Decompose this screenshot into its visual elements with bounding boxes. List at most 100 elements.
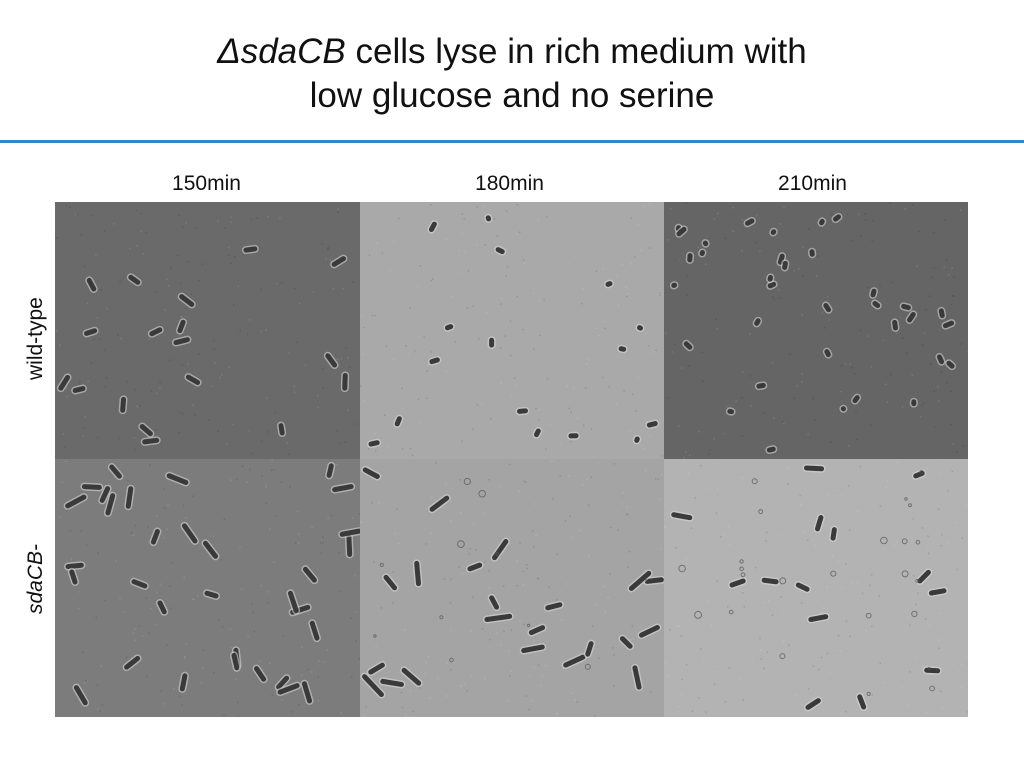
- cell-debris: [919, 469, 924, 475]
- bacterial-cell: [177, 292, 196, 309]
- bacterial-cell: [286, 589, 301, 615]
- bacterial-cell: [338, 527, 360, 539]
- bacterial-cell: [378, 677, 406, 689]
- title-line-2: low glucose and no serine: [309, 76, 715, 115]
- cell-debris: [915, 578, 920, 583]
- bacterial-cell: [155, 599, 169, 616]
- bacterial-cell: [754, 381, 768, 391]
- bacterial-cell: [400, 666, 423, 688]
- cell-debris: [739, 566, 744, 572]
- bacterial-cell: [727, 577, 748, 589]
- bacterial-cell: [682, 339, 694, 352]
- micrograph-image: [55, 459, 360, 717]
- bacterial-cell: [839, 404, 848, 413]
- bacterial-cell: [807, 247, 817, 259]
- row-label-sdacb: sdaCB-: [24, 543, 47, 614]
- cell-debris: [904, 497, 908, 501]
- bacterial-cell: [428, 494, 451, 514]
- bacterial-cell: [583, 639, 596, 659]
- cell-debris: [866, 691, 871, 696]
- bacterial-cell: [85, 276, 98, 293]
- bacterial-cell: [760, 576, 781, 586]
- bacterial-cell: [566, 431, 581, 440]
- bacterial-cell: [627, 569, 653, 593]
- cell-debris: [779, 653, 786, 660]
- bacterial-cell: [484, 213, 493, 223]
- cell-debris: [694, 610, 703, 619]
- cell-debris: [740, 572, 746, 578]
- bacterial-cell: [323, 351, 339, 369]
- bacterial-cell: [80, 482, 104, 492]
- bacterial-cell: [515, 406, 530, 416]
- bacterial-cell: [201, 539, 220, 561]
- bacterial-cell: [527, 623, 547, 637]
- bacterial-cell: [937, 306, 947, 320]
- bacterial-cell: [443, 322, 455, 332]
- bacterial-cell: [766, 273, 775, 284]
- bacterial-cell: [64, 561, 86, 571]
- title-italic-gene: ΔsdaCB: [217, 32, 346, 71]
- bacterial-cell: [804, 696, 823, 712]
- cell-debris: [379, 562, 384, 568]
- bacterial-cell: [277, 421, 287, 438]
- bacterial-cell: [869, 287, 878, 299]
- column-label-150min: 150min: [172, 172, 241, 195]
- title-divider: [0, 140, 1024, 143]
- bacterial-cell: [171, 335, 192, 347]
- cell-debris: [865, 612, 872, 619]
- micrograph-image: [360, 459, 664, 717]
- bacterial-cell: [915, 568, 933, 586]
- bacterial-cell: [98, 484, 112, 505]
- cell-debris: [457, 540, 465, 548]
- bacterial-cell: [412, 559, 423, 588]
- cell-debris: [463, 477, 471, 486]
- bacterial-cell: [870, 299, 882, 310]
- bacterial-cell: [129, 577, 149, 590]
- micrograph-wild-type-180min: [360, 202, 664, 459]
- micrograph-image: [55, 202, 360, 459]
- bacterial-cell: [427, 220, 439, 234]
- cell-debris: [373, 634, 377, 638]
- bacterial-cell: [905, 310, 918, 324]
- bacterial-cell: [487, 336, 496, 350]
- bacterial-cell: [344, 532, 354, 559]
- cell-debris: [728, 609, 734, 615]
- cell-debris: [830, 570, 837, 577]
- bacterial-cell: [149, 527, 162, 547]
- bacterial-cell: [532, 426, 543, 439]
- bacterial-cell: [178, 671, 189, 693]
- bacterial-cell: [241, 244, 259, 255]
- bacterial-cell: [543, 600, 564, 612]
- bacterial-cell: [698, 248, 707, 258]
- bacterial-cell: [725, 407, 736, 416]
- bacterial-cell: [743, 216, 756, 228]
- bacterial-cell: [107, 463, 124, 481]
- bacterial-cell: [427, 355, 442, 366]
- bacterial-cell: [175, 318, 188, 335]
- cell-debris: [880, 536, 888, 545]
- bacterial-cell: [126, 273, 142, 287]
- bacterial-cell: [276, 681, 302, 697]
- bacterial-cell: [909, 397, 918, 408]
- cell-debris: [449, 657, 454, 663]
- bacterial-cell: [941, 319, 956, 330]
- bacterial-cell: [252, 664, 268, 684]
- cell-debris: [439, 615, 444, 620]
- title-line-1: ΔsdaCB cells lyse in rich medium with: [0, 30, 1024, 74]
- bacterial-cell: [632, 435, 642, 445]
- bacterial-cell: [630, 663, 644, 692]
- bacterial-cell: [340, 371, 350, 393]
- bacterial-cell: [180, 521, 199, 545]
- cell-debris: [927, 666, 931, 670]
- bacterial-cell: [482, 612, 514, 624]
- bacterial-cell: [669, 281, 679, 290]
- bacterial-cell: [802, 464, 826, 473]
- micrograph-image: [360, 202, 664, 459]
- cell-debris: [739, 559, 744, 564]
- cell-debris: [908, 503, 912, 508]
- bacterial-cell: [330, 482, 356, 494]
- bacterial-cell: [82, 326, 99, 338]
- column-label-210min: 210min: [778, 172, 847, 195]
- cell-debris: [911, 610, 918, 618]
- bacterial-cell: [300, 679, 314, 705]
